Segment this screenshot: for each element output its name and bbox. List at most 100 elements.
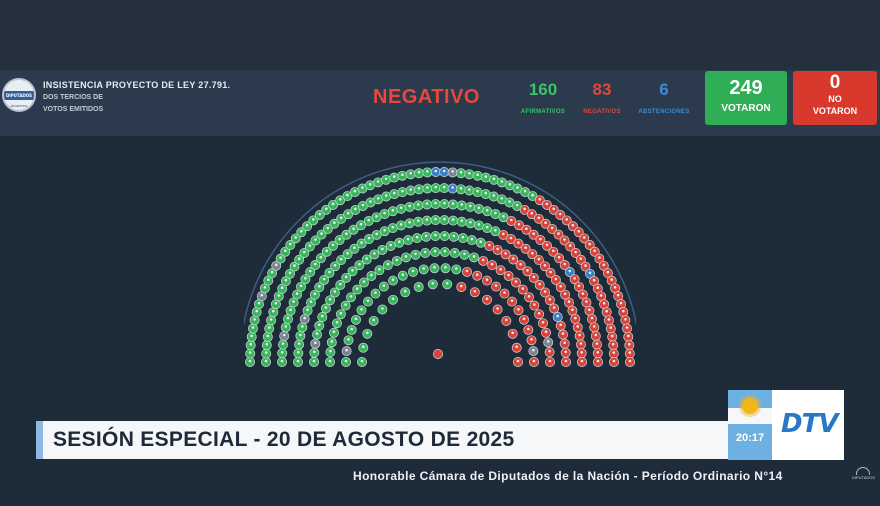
seat-occupant-icon — [579, 342, 583, 345]
seat-occupant-icon — [330, 340, 334, 343]
seat-occupant-icon — [308, 244, 312, 247]
seat-occupant-icon — [468, 188, 471, 191]
seat-occupant-icon — [557, 232, 560, 235]
seat-occupant-icon — [460, 219, 464, 222]
seat-occupant-icon — [251, 326, 255, 329]
seat-occupant-icon — [622, 309, 625, 313]
seat-occupant-icon — [484, 175, 488, 178]
seat-occupant-icon — [295, 292, 299, 295]
seat-occupant-icon — [383, 228, 386, 232]
seat-occupant-icon — [476, 173, 479, 177]
seat-occupant-icon — [515, 345, 518, 348]
seat-occupant-icon — [552, 207, 555, 211]
seat-occupant-icon — [452, 234, 456, 238]
seat-occupant-icon — [425, 202, 429, 205]
seat-occupant-icon — [328, 359, 332, 363]
seat-occupant-icon — [596, 359, 600, 363]
seat-occupant-icon — [585, 300, 588, 303]
seat-occupant-icon — [375, 232, 378, 236]
seat-occupant-icon — [451, 202, 455, 205]
seat-occupant-icon — [425, 218, 429, 221]
seat-occupant-icon — [492, 194, 496, 197]
seat-occupant-icon — [543, 264, 547, 267]
seat-occupant-icon — [596, 351, 600, 354]
top-band — [0, 0, 880, 70]
seat-occupant-icon — [596, 286, 600, 289]
seat-occupant-icon — [576, 325, 579, 328]
seat-occupant-icon — [563, 292, 567, 296]
seat-occupant-icon — [280, 351, 284, 354]
seat-occupant-icon — [579, 257, 583, 260]
seat-occupant-icon — [422, 267, 425, 270]
seat-occupant-icon — [431, 282, 435, 285]
chamber-logo-text: DIPUTADOS — [5, 93, 33, 98]
seat-occupant-icon — [391, 278, 395, 281]
seat-occupant-icon — [301, 325, 304, 328]
seat-occupant-icon — [517, 241, 520, 244]
seat-occupant-icon — [288, 271, 292, 275]
seat-occupant-icon — [519, 262, 522, 266]
seat-occupant-icon — [249, 342, 252, 346]
seat-occupant-icon — [525, 227, 528, 230]
seat-occupant-icon — [577, 284, 581, 288]
seat-occupant-icon — [503, 291, 506, 294]
seat-occupant-icon — [598, 256, 601, 259]
seat-occupant-icon — [504, 252, 507, 255]
seat-occupant-icon — [442, 185, 446, 189]
seat-occupant-icon — [563, 262, 566, 266]
seat-occupant-icon — [592, 325, 596, 328]
seat-occupant-icon — [549, 270, 552, 274]
seat-occupant-icon — [274, 263, 278, 267]
seat-occupant-icon — [459, 170, 463, 174]
seat-occupant-icon — [548, 359, 552, 363]
seat-occupant-icon — [544, 221, 547, 224]
seat-occupant-icon — [345, 232, 348, 235]
seat-occupant-icon — [284, 278, 288, 282]
seat-occupant-icon — [476, 189, 479, 193]
seat-occupant-icon — [393, 191, 396, 195]
seat-occupant-icon — [375, 215, 378, 218]
seat-occupant-icon — [304, 277, 307, 280]
seat-occupant-icon — [286, 316, 290, 320]
seat-occupant-icon — [610, 278, 613, 281]
seat-occupant-icon — [485, 208, 489, 212]
seat-occupant-icon — [344, 275, 348, 279]
seat-occupant-icon — [289, 242, 292, 246]
seat-occupant-icon — [417, 187, 421, 190]
seat-occupant-icon — [434, 233, 437, 237]
seat-occupant-icon — [329, 349, 332, 353]
seat-occupant-icon — [373, 252, 376, 255]
seat-occupant-icon — [367, 218, 370, 222]
seat-occupant-icon — [361, 203, 365, 207]
seat-occupant-icon — [469, 221, 472, 224]
seat-occupant-icon — [293, 264, 296, 267]
seat-occupant-icon — [344, 303, 347, 306]
seat-occupant-icon — [461, 235, 465, 239]
seat-occupant-icon — [381, 307, 384, 310]
seat-occupant-icon — [284, 325, 288, 328]
seat-occupant-icon — [613, 286, 617, 289]
seat-occupant-icon — [511, 331, 514, 335]
seat-occupant-icon — [532, 275, 536, 279]
seat-occupant-icon — [530, 338, 533, 341]
seat-occupant-icon — [280, 359, 284, 363]
seat-occupant-icon — [541, 321, 545, 324]
seat-occupant-icon — [415, 235, 419, 239]
seat-occupant-icon — [347, 338, 350, 341]
seat-occupant-icon — [325, 249, 328, 253]
seat-occupant-icon — [524, 246, 527, 249]
seat-occupant-icon — [408, 221, 411, 224]
seat-occupant-icon — [584, 264, 587, 267]
votaron-count: 249 — [729, 77, 763, 99]
seat-occupant-icon — [409, 172, 412, 175]
seat-occupant-icon — [351, 269, 354, 272]
seat-occupant-icon — [588, 308, 591, 311]
seat-occupant-icon — [333, 264, 337, 267]
seat-occupant-icon — [443, 233, 446, 237]
seat-occupant-icon — [339, 257, 343, 261]
seat-occupant-icon — [248, 351, 252, 354]
seat-occupant-icon — [496, 247, 499, 251]
seat-occupant-icon — [313, 292, 317, 296]
seat-occupant-icon — [477, 206, 481, 210]
seat-occupant-icon — [578, 333, 581, 337]
